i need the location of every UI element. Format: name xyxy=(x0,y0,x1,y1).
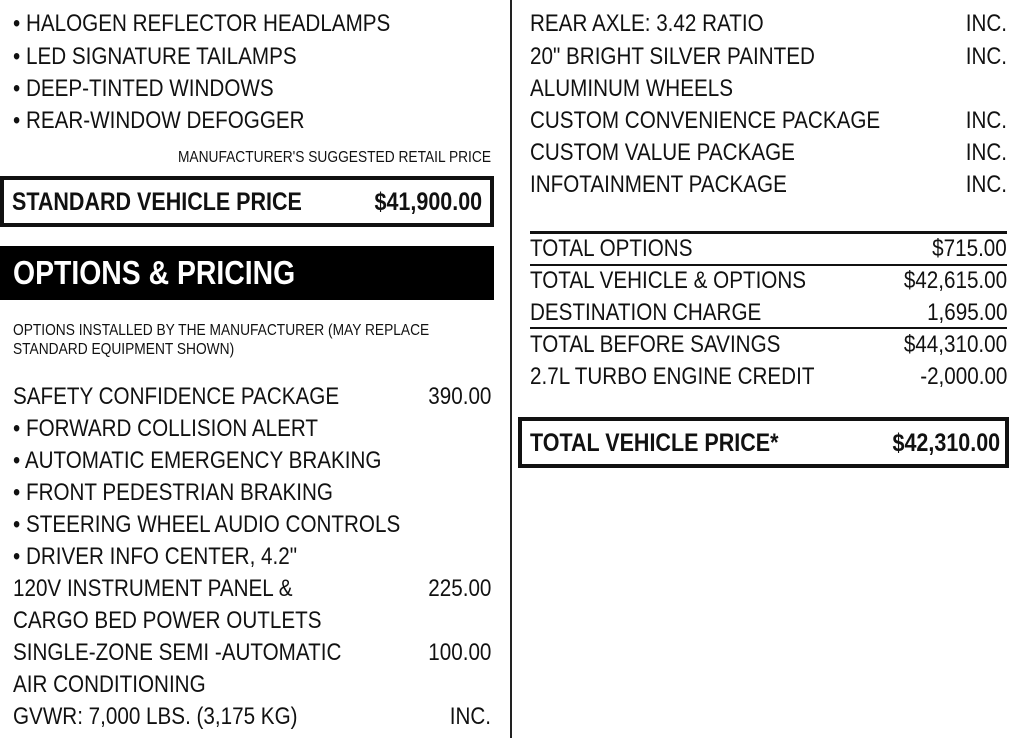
total-label: TOTAL BEFORE SAVINGS xyxy=(530,331,781,358)
option-row: INFOTAINMENT PACKAGE INC. xyxy=(530,169,1007,201)
option-row: 120V INSTRUMENT PANEL & 225.00 xyxy=(13,573,491,605)
option-row: CUSTOM CONVENIENCE PACKAGE INC. xyxy=(530,105,1007,137)
option-label: INFOTAINMENT PACKAGE xyxy=(530,171,787,198)
option-row: • FORWARD COLLISION ALERT xyxy=(13,413,491,445)
total-row: DESTINATION CHARGE 1,695.00 xyxy=(530,297,1007,329)
totals-top-rule xyxy=(530,231,1007,234)
option-price: INC. xyxy=(965,139,1007,166)
total-row: TOTAL BEFORE SAVINGS $44,310.00 xyxy=(530,329,1007,361)
total-label: DESTINATION CHARGE xyxy=(530,299,762,326)
option-price: 390.00 xyxy=(427,383,491,410)
option-row: CARGO BED POWER OUTLETS xyxy=(13,605,491,637)
total-value: 1,695.00 xyxy=(926,299,1007,326)
option-row: GVWR: 7,000 LBS. (3,175 KG) INC. xyxy=(13,701,491,733)
option-label: • FRONT PEDESTRIAN BRAKING xyxy=(13,479,333,506)
total-label: TOTAL OPTIONS xyxy=(530,235,693,262)
option-label: SAFETY CONFIDENCE PACKAGE xyxy=(13,383,340,410)
option-label: • DRIVER INFO CENTER, 4.2" xyxy=(13,543,298,570)
option-label: 120V INSTRUMENT PANEL & xyxy=(13,575,293,602)
option-row: • FRONT PEDESTRIAN BRAKING xyxy=(13,477,491,509)
total-price-label: TOTAL VEHICLE PRICE* xyxy=(530,429,779,457)
option-row: REAR AXLE: 3.42 RATIO INC. xyxy=(530,8,1007,40)
feature-item: • HALOGEN REFLECTOR HEADLAMPS xyxy=(13,8,491,40)
option-label: • STEERING WHEEL AUDIO CONTROLS xyxy=(13,511,401,538)
option-row: • DRIVER INFO CENTER, 4.2" xyxy=(13,541,491,573)
total-price-box: TOTAL VEHICLE PRICE* $42,310.00 xyxy=(518,417,1009,468)
total-price-value: $42,310.00 xyxy=(892,429,1000,457)
option-price: 100.00 xyxy=(427,639,491,666)
total-value: $42,615.00 xyxy=(903,267,1007,294)
option-row: • AUTOMATIC EMERGENCY BRAKING xyxy=(13,445,491,477)
option-row: • STEERING WHEEL AUDIO CONTROLS xyxy=(13,509,491,541)
option-label: • FORWARD COLLISION ALERT xyxy=(13,415,319,442)
option-label: CUSTOM CONVENIENCE PACKAGE xyxy=(530,107,881,134)
option-row: 20" BRIGHT SILVER PAINTED INC. xyxy=(530,41,1007,73)
option-row: CUSTOM VALUE PACKAGE INC. xyxy=(530,137,1007,169)
feature-text: • LED SIGNATURE TAILAMPS xyxy=(13,43,297,70)
option-price: INC. xyxy=(449,703,491,730)
standard-price-value: $41,900.00 xyxy=(374,188,482,216)
standard-price-label: STANDARD VEHICLE PRICE xyxy=(12,188,302,216)
option-label: 20" BRIGHT SILVER PAINTED xyxy=(530,43,815,70)
option-row: SAFETY CONFIDENCE PACKAGE 390.00 xyxy=(13,381,491,413)
total-row: 2.7L TURBO ENGINE CREDIT -2,000.00 xyxy=(530,361,1007,393)
option-label: CARGO BED POWER OUTLETS xyxy=(13,607,322,634)
option-row: SINGLE-ZONE SEMI -AUTOMATIC 100.00 xyxy=(13,637,491,669)
column-divider xyxy=(510,0,512,738)
totals-rule xyxy=(530,327,1007,329)
total-value: $715.00 xyxy=(932,235,1007,262)
option-price: INC. xyxy=(965,10,1007,37)
section-title: OPTIONS & PRICING xyxy=(13,254,296,291)
feature-item: • REAR-WINDOW DEFOGGER xyxy=(13,105,491,137)
option-label: CUSTOM VALUE PACKAGE xyxy=(530,139,795,166)
msrp-label: MANUFACTURER'S SUGGESTED RETAIL PRICE xyxy=(177,149,491,166)
feature-text: • HALOGEN REFLECTOR HEADLAMPS xyxy=(13,10,391,37)
options-note-line: OPTIONS INSTALLED BY THE MANUFACTURER (M… xyxy=(13,322,430,339)
total-label: TOTAL VEHICLE & OPTIONS xyxy=(530,267,807,294)
option-label: GVWR: 7,000 LBS. (3,175 KG) xyxy=(13,703,298,730)
standard-price-box: STANDARD VEHICLE PRICE $41,900.00 xyxy=(0,176,494,227)
total-row: TOTAL OPTIONS $715.00 xyxy=(530,233,1007,265)
total-label: 2.7L TURBO ENGINE CREDIT xyxy=(530,363,815,390)
feature-item: • LED SIGNATURE TAILAMPS xyxy=(13,41,491,73)
options-pricing-header: OPTIONS & PRICING xyxy=(0,246,494,300)
option-row: AIR CONDITIONING xyxy=(13,669,491,701)
option-label: • AUTOMATIC EMERGENCY BRAKING xyxy=(13,447,382,474)
option-label: REAR AXLE: 3.42 RATIO xyxy=(530,10,764,37)
option-label: ALUMINUM WHEELS xyxy=(530,75,733,102)
totals-rule xyxy=(530,264,1007,266)
option-price: 225.00 xyxy=(427,575,491,602)
total-value: -2,000.00 xyxy=(919,363,1007,390)
option-price: INC. xyxy=(965,43,1007,70)
option-label: AIR CONDITIONING xyxy=(13,671,206,698)
option-label: SINGLE-ZONE SEMI -AUTOMATIC xyxy=(13,639,342,666)
option-row: ALUMINUM WHEELS xyxy=(530,73,1007,105)
feature-item: • DEEP-TINTED WINDOWS xyxy=(13,73,491,105)
feature-text: • DEEP-TINTED WINDOWS xyxy=(13,75,274,102)
options-note-line: STANDARD EQUIPMENT SHOWN) xyxy=(13,341,235,358)
total-row: TOTAL VEHICLE & OPTIONS $42,615.00 xyxy=(530,265,1007,297)
option-price: INC. xyxy=(965,107,1007,134)
total-value: $44,310.00 xyxy=(903,331,1007,358)
feature-text: • REAR-WINDOW DEFOGGER xyxy=(13,107,305,134)
option-price: INC. xyxy=(965,171,1007,198)
